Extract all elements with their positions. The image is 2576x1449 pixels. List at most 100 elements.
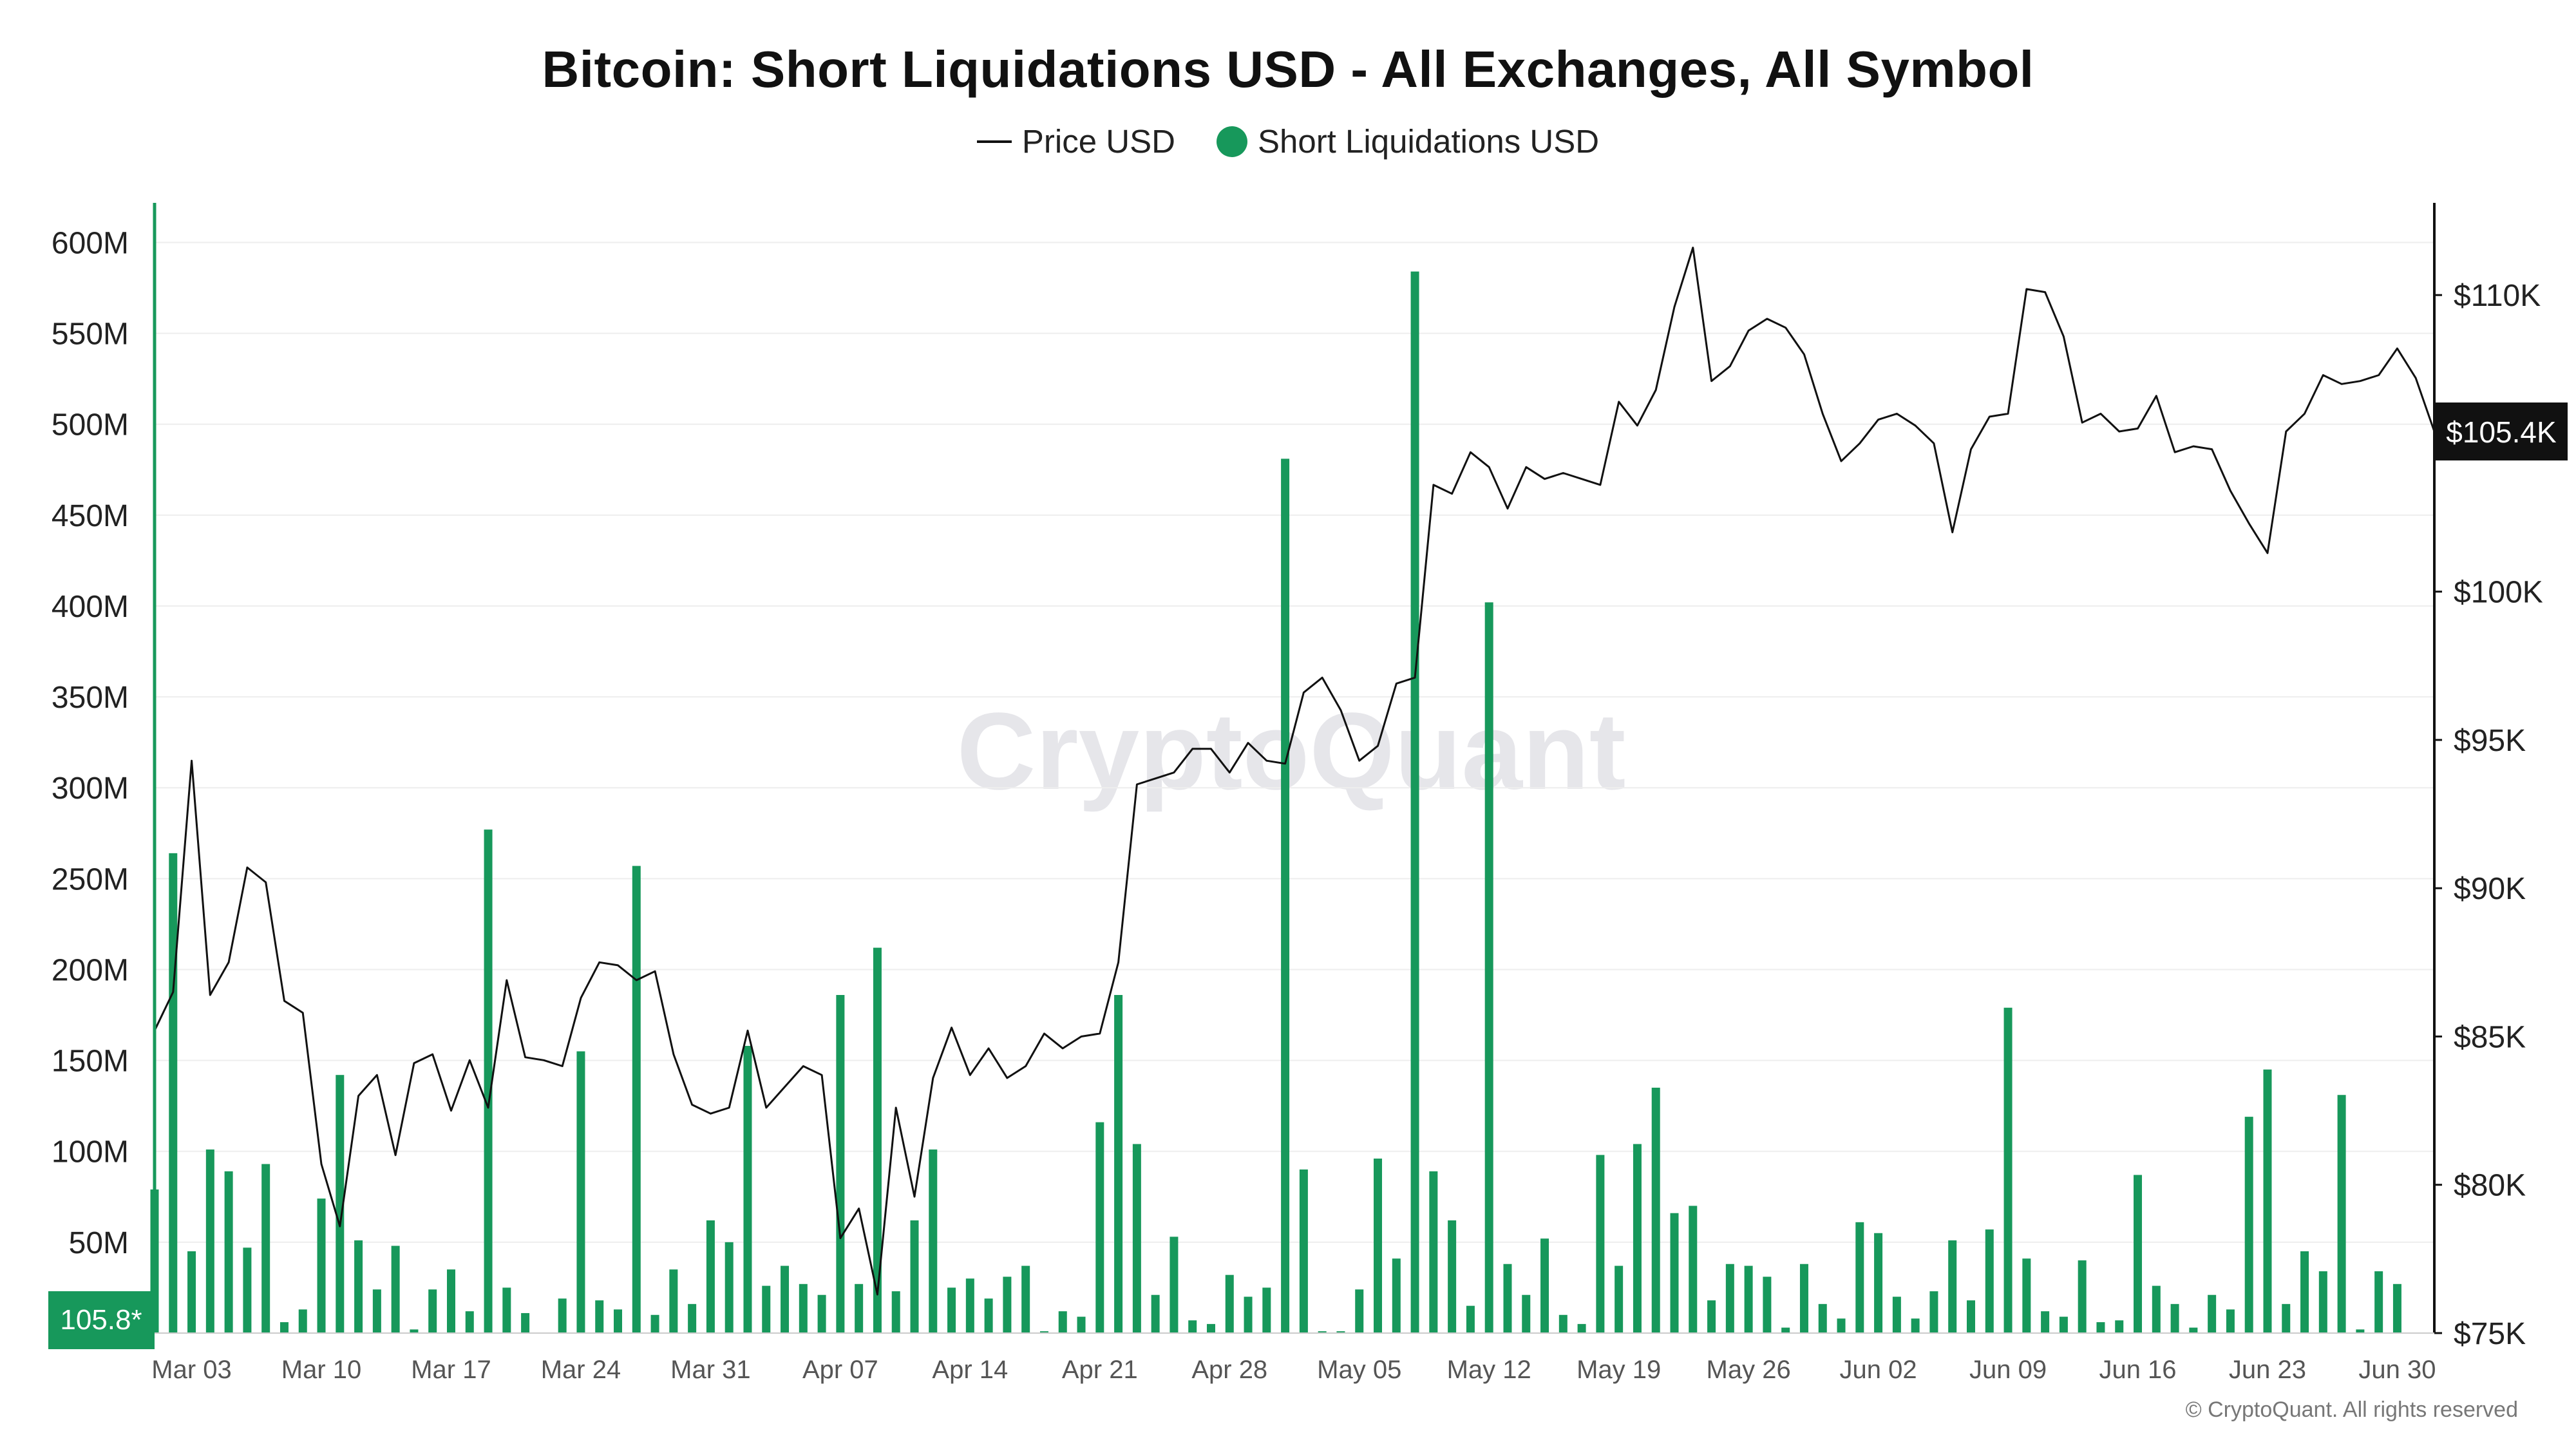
bar: [2374, 1271, 2383, 1333]
bar: [1911, 1318, 1920, 1333]
grid-lines: [155, 242, 2434, 1243]
bar: [558, 1298, 567, 1333]
bar: [965, 1278, 974, 1333]
bar: [1707, 1300, 1716, 1333]
bar: [224, 1171, 233, 1333]
bar: [1262, 1287, 1271, 1333]
bar: [521, 1312, 530, 1333]
x-tick-label: Apr 21: [1062, 1356, 1138, 1384]
bar: [1077, 1316, 1086, 1333]
left-axis-ticks: 50M 100M 150M 200M 250M 300M 350M 400M 450M 500M 5…: [52, 226, 129, 1260]
bar: [1299, 1169, 1308, 1333]
bar: [2041, 1311, 2050, 1333]
bar: [2282, 1303, 2291, 1333]
bar: [410, 1329, 419, 1333]
legend-item-price[interactable]: Price USD: [976, 122, 1175, 160]
price-line-swatch: [976, 140, 1012, 143]
bar: [576, 1051, 585, 1333]
bar: [947, 1287, 956, 1333]
bar: [317, 1198, 326, 1333]
right-tick-label: $75K: [2454, 1317, 2526, 1351]
bar: [428, 1289, 437, 1333]
bar: [1374, 1159, 1383, 1333]
bar: [1855, 1222, 1864, 1333]
bar: [706, 1220, 715, 1333]
bar: [2059, 1316, 2068, 1333]
bar: [1966, 1300, 1975, 1333]
x-tick-label: Jun 09: [1969, 1356, 2047, 1384]
left-tick-label: 300M: [52, 772, 129, 806]
x-tick-label: Mar 31: [670, 1356, 751, 1384]
bar: [1929, 1291, 1938, 1333]
bar: [2300, 1251, 2309, 1333]
legend-label-price: Price USD: [1021, 123, 1175, 160]
bar: [2337, 1095, 2346, 1333]
bar: [1058, 1311, 1067, 1333]
right-tick-label: $85K: [2454, 1020, 2526, 1054]
bar: [2263, 1069, 2272, 1333]
bar: [1151, 1294, 1160, 1333]
bar: [1577, 1323, 1586, 1333]
bar: [1095, 1122, 1104, 1333]
bar: [2022, 1258, 2031, 1333]
bar: [1837, 1318, 1846, 1333]
bar: [781, 1265, 790, 1333]
x-tick-label: May 05: [1317, 1356, 1401, 1384]
bar: [1410, 271, 1419, 1333]
bar: [743, 1046, 752, 1333]
bar: [614, 1309, 623, 1333]
x-tick-label: Mar 10: [281, 1356, 362, 1384]
bar-series: [150, 271, 2401, 1334]
bar: [1948, 1240, 1957, 1333]
bar: [817, 1294, 826, 1333]
bar: [595, 1300, 604, 1333]
bar: [372, 1289, 381, 1333]
bar: [632, 866, 641, 1333]
current-value-labels: 105.8* $105.4K: [48, 402, 2568, 1349]
bar: [2356, 1329, 2365, 1333]
bar: [1522, 1294, 1531, 1333]
x-tick-label: Mar 24: [541, 1356, 621, 1384]
x-axis-ticks: Mar 03 Mar 10 Mar 17 Mar 24 Mar 31 Apr 07 Apr …: [151, 1356, 2436, 1384]
right-axis-ticks: $75K $80K $85K $90K $95K $100K $110K: [2434, 279, 2543, 1351]
x-tick-label: Mar 17: [411, 1356, 491, 1384]
bar: [1392, 1258, 1401, 1333]
right-current-value-label: $105.4K: [2446, 415, 2557, 449]
bar: [873, 947, 882, 1333]
bar: [169, 853, 178, 1333]
bar: [762, 1285, 771, 1333]
bar: [1689, 1206, 1698, 1333]
bar: [2244, 1117, 2253, 1333]
left-tick-label: 100M: [52, 1135, 129, 1170]
bar: [1744, 1265, 1753, 1333]
bar: [1003, 1276, 1012, 1333]
bar: [279, 1322, 289, 1333]
bar: [836, 995, 845, 1333]
right-tick-label: $95K: [2454, 724, 2526, 758]
left-tick-label: 350M: [52, 681, 129, 715]
bar: [2134, 1175, 2143, 1333]
bar: [2318, 1271, 2327, 1333]
bar: [446, 1269, 455, 1333]
bar: [1799, 1264, 1808, 1333]
left-tick-label: 500M: [52, 408, 129, 442]
bar: [1670, 1213, 1679, 1333]
copyright-notice: © CryptoQuant. All rights reserved: [2185, 1397, 2518, 1422]
x-tick-label: Apr 07: [802, 1356, 878, 1384]
left-tick-label: 150M: [52, 1045, 129, 1079]
x-tick-label: Mar 03: [151, 1356, 232, 1384]
left-tick-label: 400M: [52, 590, 129, 624]
bar: [1725, 1264, 1734, 1333]
bar: [688, 1303, 697, 1333]
bar: [1281, 459, 1290, 1334]
bar: [2096, 1322, 2105, 1333]
x-tick-label: May 26: [1707, 1356, 1791, 1384]
bar: [1615, 1265, 1624, 1333]
bar: [261, 1164, 270, 1333]
legend-label-short-liquidations: Short Liquidations USD: [1257, 123, 1600, 160]
left-tick-label: 200M: [52, 953, 129, 987]
bar: [669, 1269, 678, 1333]
legend-item-short-liquidations[interactable]: Short Liquidations USD: [1216, 122, 1600, 160]
bar: [1466, 1305, 1475, 1333]
